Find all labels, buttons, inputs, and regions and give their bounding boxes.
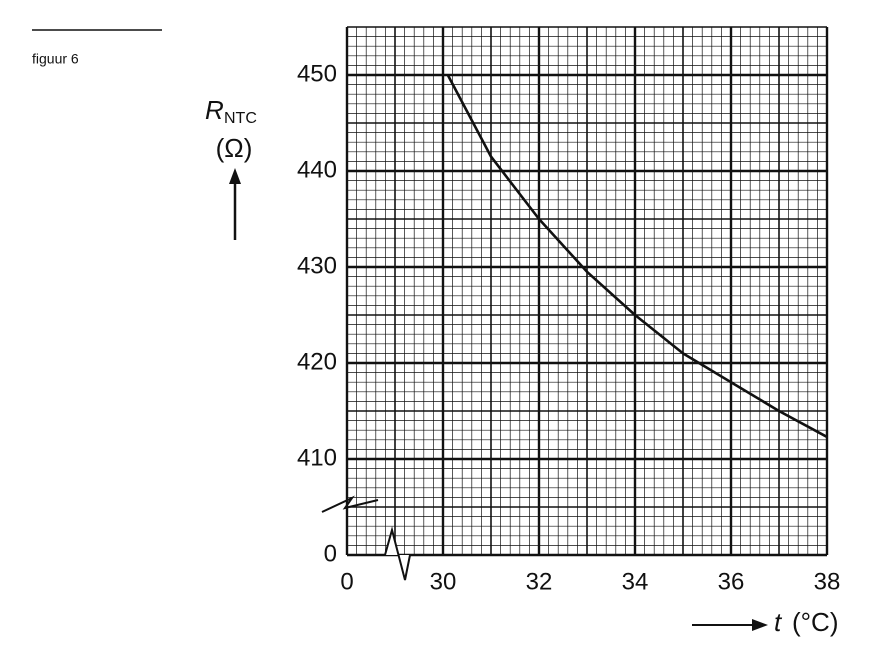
y-unit: (Ω) xyxy=(216,133,253,163)
y-arrowhead xyxy=(229,168,241,184)
x-tick-label: 32 xyxy=(526,568,553,595)
y-tick-label: 410 xyxy=(297,444,337,471)
caption: figuur 6 xyxy=(32,51,79,67)
data-line xyxy=(446,74,828,439)
x-unit: (°C) xyxy=(792,607,839,637)
y-tick-label: 440 xyxy=(297,156,337,183)
x-tick-label: 30 xyxy=(430,568,457,595)
x-axis-break xyxy=(384,526,411,581)
x-tick-label: 38 xyxy=(814,568,841,595)
y-tick-label: 0 xyxy=(324,540,337,567)
y-label-sub: NTC xyxy=(224,110,257,127)
y-tick-label: 420 xyxy=(297,348,337,375)
grid xyxy=(345,26,829,557)
x-arrowhead xyxy=(752,619,768,631)
y-tick-label: 450 xyxy=(297,60,337,87)
x-tick-label: 36 xyxy=(718,568,745,595)
y-tick-label: 430 xyxy=(297,252,337,279)
y-label: R xyxy=(205,95,224,125)
x-tick-label: 34 xyxy=(622,568,649,595)
x-tick-label: 0 xyxy=(340,568,353,595)
x-label: t xyxy=(774,607,783,637)
y-axis-break xyxy=(321,495,379,513)
plot xyxy=(446,74,828,439)
